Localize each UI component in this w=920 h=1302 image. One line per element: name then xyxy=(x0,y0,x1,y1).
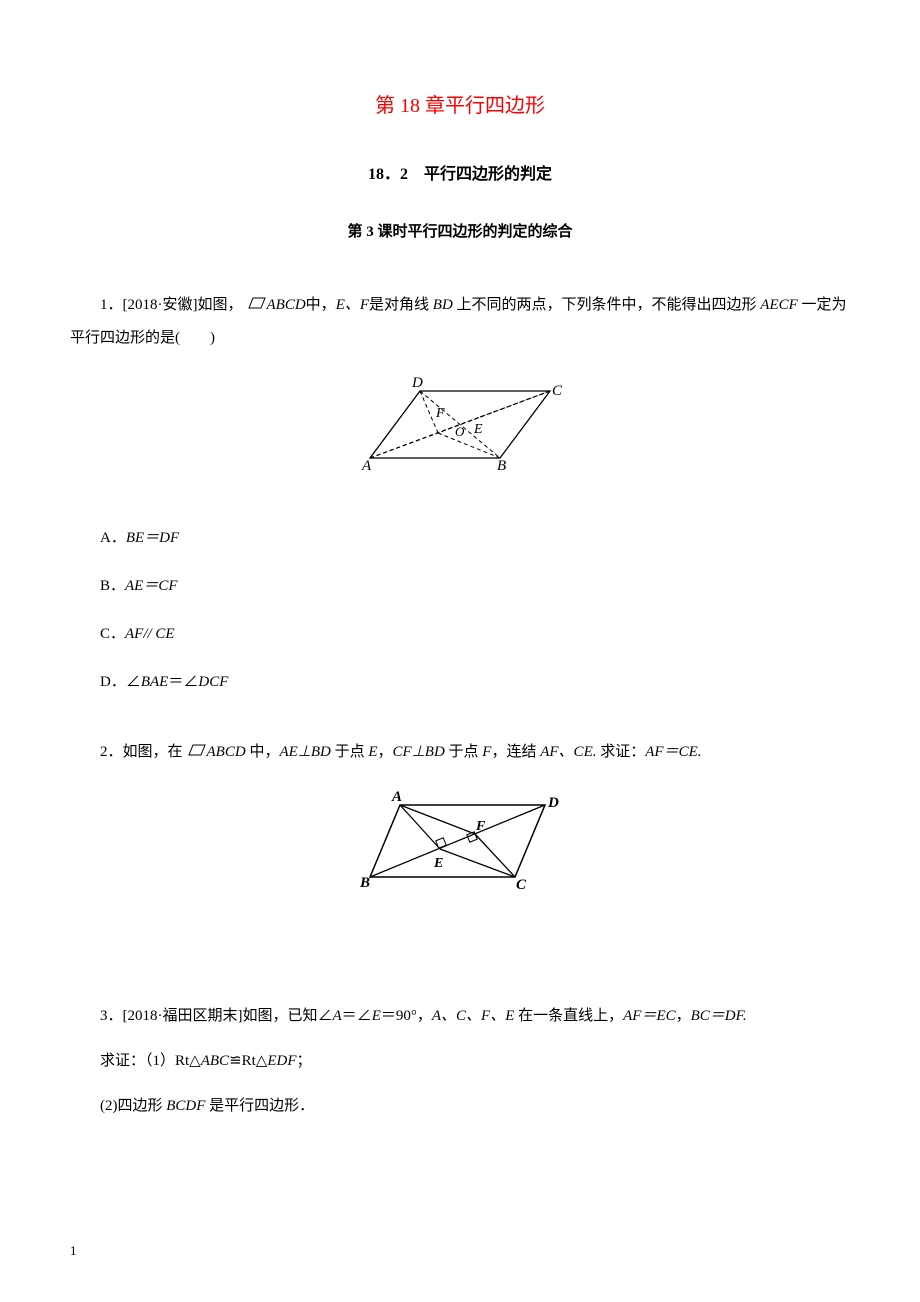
problem-2-text: 2．如图，在ABCD 中，AE⊥BD 于点 E，CF⊥BD 于点 F，连结 AF… xyxy=(70,736,850,769)
svg-text:C: C xyxy=(516,877,527,893)
svg-text:C: C xyxy=(552,383,563,399)
problem-3-q1: 求证：（1）Rt△ABC≌Rt△EDF； xyxy=(70,1045,850,1078)
option-c: C．AF// CE xyxy=(100,610,850,658)
problem-1-figure: A B C D E F O xyxy=(70,373,850,486)
svg-text:O: O xyxy=(455,424,465,439)
problem-1-options: A．BE＝DF B．AE＝CF C．AF// CE D．∠BAE＝∠DCF xyxy=(70,514,850,706)
svg-text:B: B xyxy=(359,875,370,891)
svg-text:D: D xyxy=(411,375,423,391)
chapter-title: 第 18 章平行四边形 xyxy=(70,90,850,122)
problem-3-q2: (2)四边形 BCDF 是平行四边形． xyxy=(70,1090,850,1123)
problem-1-text: 1．[2018·安徽]如图，ABCD中，E、F是对角线 BD 上不同的两点，下列… xyxy=(70,289,850,355)
svg-text:D: D xyxy=(547,795,559,811)
p1-ef: E、F xyxy=(336,297,369,313)
lesson-title: 第 3 课时平行四边形的判定的综合 xyxy=(70,220,850,244)
option-a: A．BE＝DF xyxy=(100,514,850,562)
svg-text:F: F xyxy=(435,406,445,421)
parallelogram-icon xyxy=(185,745,205,759)
option-b: B．AE＝CF xyxy=(100,562,850,610)
p1-abcd: ABCD xyxy=(267,297,306,313)
p1-prefix: 1．[2018·安徽]如图， xyxy=(100,297,243,313)
problem-1: 1．[2018·安徽]如图，ABCD中，E、F是对角线 BD 上不同的两点，下列… xyxy=(70,289,850,706)
option-d: D．∠BAE＝∠DCF xyxy=(100,658,850,706)
svg-text:E: E xyxy=(433,856,443,871)
svg-text:A: A xyxy=(361,458,372,473)
problem-3: 3．[2018·福田区期末]如图，已知∠A＝∠E＝90°，A、C、F、E 在一条… xyxy=(70,1000,850,1123)
parallelogram-icon xyxy=(245,298,265,312)
problem-2-figure: A B C D E F xyxy=(70,787,850,910)
page-number: 1 xyxy=(70,1241,77,1262)
svg-text:E: E xyxy=(473,422,483,437)
svg-text:A: A xyxy=(391,789,402,805)
svg-text:F: F xyxy=(475,819,486,834)
problem-3-text: 3．[2018·福田区期末]如图，已知∠A＝∠E＝90°，A、C、F、E 在一条… xyxy=(70,1000,850,1033)
problem-2: 2．如图，在ABCD 中，AE⊥BD 于点 E，CF⊥BD 于点 F，连结 AF… xyxy=(70,736,850,910)
section-title: 18．2 平行四边形的判定 xyxy=(70,162,850,188)
svg-text:B: B xyxy=(497,458,506,473)
